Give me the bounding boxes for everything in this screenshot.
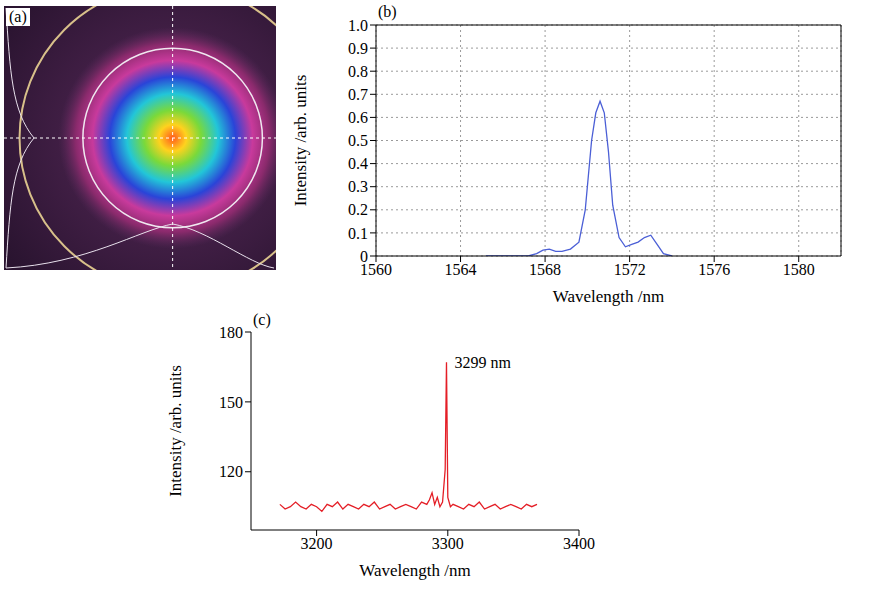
svg-text:1.0: 1.0	[348, 17, 368, 34]
svg-text:0.1: 0.1	[348, 225, 368, 242]
svg-text:0.5: 0.5	[348, 132, 368, 149]
html-text:(b): (b)	[378, 3, 397, 20]
svg-text:Intensity /arb. units: Intensity /arb. units	[291, 75, 310, 207]
svg-text:1572: 1572	[614, 261, 646, 278]
svg-text:0.7: 0.7	[348, 86, 368, 103]
html-text:(a): (a)	[9, 8, 27, 25]
svg-text:150: 150	[219, 394, 243, 411]
svg-text:Wavelength /nm: Wavelength /nm	[359, 561, 470, 580]
svg-text:0.8: 0.8	[348, 63, 368, 80]
svg-text:120: 120	[219, 463, 243, 480]
svg-text:Intensity /arb. units: Intensity /arb. units	[166, 365, 185, 497]
svg-text:3400: 3400	[563, 535, 595, 552]
svg-text:0.3: 0.3	[348, 178, 368, 195]
svg-text:0.6: 0.6	[348, 109, 368, 126]
svg-text:3200: 3200	[301, 535, 333, 552]
svg-text:1580: 1580	[783, 261, 815, 278]
svg-text:1560: 1560	[360, 261, 392, 279]
svg-text:1576: 1576	[698, 261, 730, 278]
svg-text:1568: 1568	[529, 261, 561, 278]
svg-text:0: 0	[360, 248, 368, 265]
svg-text:Wavelength /nm: Wavelength /nm	[553, 287, 664, 306]
svg-text:180: 180	[219, 324, 243, 341]
svg-text:3300: 3300	[432, 535, 464, 552]
svg-text:0.9: 0.9	[348, 40, 368, 57]
html-text:(c): (c)	[253, 311, 271, 328]
svg-text:0.2: 0.2	[348, 201, 368, 218]
svg-text:3299 nm: 3299 nm	[454, 354, 511, 371]
svg-text:0.4: 0.4	[348, 155, 368, 172]
svg-text:1564: 1564	[445, 261, 477, 278]
